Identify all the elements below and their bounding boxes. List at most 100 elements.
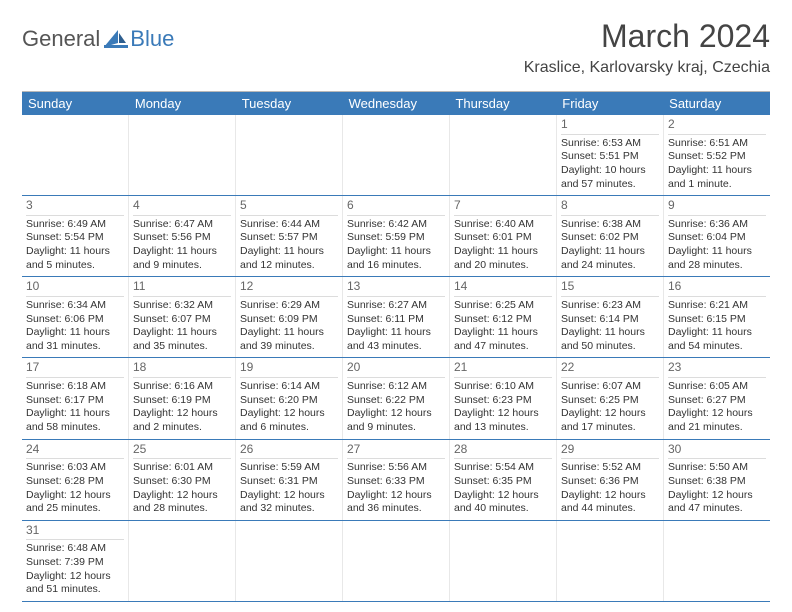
sunset-text: Sunset: 6:02 PM xyxy=(561,231,659,245)
sunrise-text: Sunrise: 6:18 AM xyxy=(26,380,124,394)
day-cell: 13Sunrise: 6:27 AMSunset: 6:11 PMDayligh… xyxy=(342,277,449,357)
sunset-text: Sunset: 5:59 PM xyxy=(347,231,445,245)
day-number: 22 xyxy=(561,360,659,378)
sunrise-text: Sunrise: 6:05 AM xyxy=(668,380,766,394)
daylight-text: Daylight: 11 hours and 9 minutes. xyxy=(133,245,231,272)
sunset-text: Sunset: 6:31 PM xyxy=(240,475,338,489)
sunrise-text: Sunrise: 6:32 AM xyxy=(133,299,231,313)
day-cell: 10Sunrise: 6:34 AMSunset: 6:06 PMDayligh… xyxy=(22,277,128,357)
sunrise-text: Sunrise: 5:52 AM xyxy=(561,461,659,475)
day-number xyxy=(454,523,552,524)
daylight-text: Daylight: 11 hours and 24 minutes. xyxy=(561,245,659,272)
sunset-text: Sunset: 6:38 PM xyxy=(668,475,766,489)
day-number: 20 xyxy=(347,360,445,378)
day-number: 5 xyxy=(240,198,338,216)
day-header: Monday xyxy=(129,92,236,115)
day-cell: 12Sunrise: 6:29 AMSunset: 6:09 PMDayligh… xyxy=(235,277,342,357)
day-number: 31 xyxy=(26,523,124,541)
day-cell: 15Sunrise: 6:23 AMSunset: 6:14 PMDayligh… xyxy=(556,277,663,357)
sunset-text: Sunset: 5:57 PM xyxy=(240,231,338,245)
sunrise-text: Sunrise: 6:25 AM xyxy=(454,299,552,313)
sunset-text: Sunset: 6:06 PM xyxy=(26,313,124,327)
sunset-text: Sunset: 5:52 PM xyxy=(668,150,766,164)
day-number: 10 xyxy=(26,279,124,297)
title-block: March 2024 Kraslice, Karlovarsky kraj, C… xyxy=(524,18,770,77)
day-number: 8 xyxy=(561,198,659,216)
week-row: 3Sunrise: 6:49 AMSunset: 5:54 PMDaylight… xyxy=(22,196,770,277)
day-number: 11 xyxy=(133,279,231,297)
day-number: 6 xyxy=(347,198,445,216)
day-header: Thursday xyxy=(449,92,556,115)
day-number: 13 xyxy=(347,279,445,297)
sunrise-text: Sunrise: 6:40 AM xyxy=(454,218,552,232)
day-number xyxy=(347,523,445,524)
week-row: 17Sunrise: 6:18 AMSunset: 6:17 PMDayligh… xyxy=(22,358,770,439)
daylight-text: Daylight: 12 hours and 36 minutes. xyxy=(347,489,445,516)
day-number: 25 xyxy=(133,442,231,460)
sunrise-text: Sunrise: 5:54 AM xyxy=(454,461,552,475)
day-cell: 20Sunrise: 6:12 AMSunset: 6:22 PMDayligh… xyxy=(342,358,449,438)
day-header-row: Sunday Monday Tuesday Wednesday Thursday… xyxy=(22,92,770,115)
daylight-text: Daylight: 12 hours and 6 minutes. xyxy=(240,407,338,434)
sunrise-text: Sunrise: 6:23 AM xyxy=(561,299,659,313)
day-number: 24 xyxy=(26,442,124,460)
sunset-text: Sunset: 6:04 PM xyxy=(668,231,766,245)
day-cell xyxy=(663,521,770,601)
daylight-text: Daylight: 10 hours and 57 minutes. xyxy=(561,164,659,191)
daylight-text: Daylight: 11 hours and 58 minutes. xyxy=(26,407,124,434)
sunrise-text: Sunrise: 6:03 AM xyxy=(26,461,124,475)
day-cell: 25Sunrise: 6:01 AMSunset: 6:30 PMDayligh… xyxy=(128,440,235,520)
location-label: Kraslice, Karlovarsky kraj, Czechia xyxy=(524,59,770,77)
day-cell xyxy=(342,521,449,601)
day-number xyxy=(240,117,338,118)
sunrise-text: Sunrise: 6:29 AM xyxy=(240,299,338,313)
day-cell: 1Sunrise: 6:53 AMSunset: 5:51 PMDaylight… xyxy=(556,115,663,195)
day-number: 26 xyxy=(240,442,338,460)
sunrise-text: Sunrise: 6:48 AM xyxy=(26,542,124,556)
day-cell: 9Sunrise: 6:36 AMSunset: 6:04 PMDaylight… xyxy=(663,196,770,276)
day-cell: 19Sunrise: 6:14 AMSunset: 6:20 PMDayligh… xyxy=(235,358,342,438)
sunrise-text: Sunrise: 6:14 AM xyxy=(240,380,338,394)
day-number: 7 xyxy=(454,198,552,216)
day-cell: 22Sunrise: 6:07 AMSunset: 6:25 PMDayligh… xyxy=(556,358,663,438)
sunset-text: Sunset: 6:22 PM xyxy=(347,394,445,408)
sunrise-text: Sunrise: 6:27 AM xyxy=(347,299,445,313)
daylight-text: Daylight: 12 hours and 51 minutes. xyxy=(26,570,124,597)
sunset-text: Sunset: 6:30 PM xyxy=(133,475,231,489)
daylight-text: Daylight: 12 hours and 28 minutes. xyxy=(133,489,231,516)
day-cell: 2Sunrise: 6:51 AMSunset: 5:52 PMDaylight… xyxy=(663,115,770,195)
day-cell: 26Sunrise: 5:59 AMSunset: 6:31 PMDayligh… xyxy=(235,440,342,520)
sunset-text: Sunset: 6:07 PM xyxy=(133,313,231,327)
day-number: 2 xyxy=(668,117,766,135)
day-cell: 6Sunrise: 6:42 AMSunset: 5:59 PMDaylight… xyxy=(342,196,449,276)
logo: General Blue xyxy=(22,18,174,52)
daylight-text: Daylight: 11 hours and 16 minutes. xyxy=(347,245,445,272)
day-cell: 21Sunrise: 6:10 AMSunset: 6:23 PMDayligh… xyxy=(449,358,556,438)
day-number: 18 xyxy=(133,360,231,378)
day-cell xyxy=(22,115,128,195)
daylight-text: Daylight: 12 hours and 47 minutes. xyxy=(668,489,766,516)
sail-icon xyxy=(104,30,128,48)
sunrise-text: Sunrise: 6:01 AM xyxy=(133,461,231,475)
sunset-text: Sunset: 5:54 PM xyxy=(26,231,124,245)
sunrise-text: Sunrise: 6:51 AM xyxy=(668,137,766,151)
day-number: 17 xyxy=(26,360,124,378)
daylight-text: Daylight: 11 hours and 35 minutes. xyxy=(133,326,231,353)
sunset-text: Sunset: 6:36 PM xyxy=(561,475,659,489)
sunset-text: Sunset: 6:14 PM xyxy=(561,313,659,327)
day-header: Saturday xyxy=(663,92,770,115)
week-row: 10Sunrise: 6:34 AMSunset: 6:06 PMDayligh… xyxy=(22,277,770,358)
calendar: Sunday Monday Tuesday Wednesday Thursday… xyxy=(22,91,770,602)
day-cell: 31Sunrise: 6:48 AMSunset: 7:39 PMDayligh… xyxy=(22,521,128,601)
day-number xyxy=(668,523,766,524)
sunrise-text: Sunrise: 6:21 AM xyxy=(668,299,766,313)
sunset-text: Sunset: 6:12 PM xyxy=(454,313,552,327)
sunrise-text: Sunrise: 6:12 AM xyxy=(347,380,445,394)
sunrise-text: Sunrise: 5:59 AM xyxy=(240,461,338,475)
sunset-text: Sunset: 6:25 PM xyxy=(561,394,659,408)
daylight-text: Daylight: 11 hours and 43 minutes. xyxy=(347,326,445,353)
sunset-text: Sunset: 6:27 PM xyxy=(668,394,766,408)
sunset-text: Sunset: 6:19 PM xyxy=(133,394,231,408)
daylight-text: Daylight: 12 hours and 13 minutes. xyxy=(454,407,552,434)
day-header: Wednesday xyxy=(343,92,450,115)
